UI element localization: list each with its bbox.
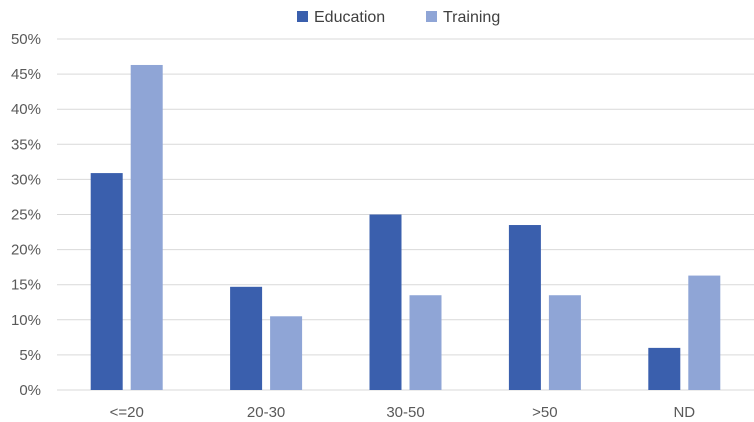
y-tick-label: 5%: [19, 347, 41, 364]
bar-education-2: [369, 214, 402, 390]
x-tick-label: <=20: [110, 404, 144, 421]
gridlines: [57, 38, 754, 391]
x-tick-label: 30-50: [386, 404, 424, 421]
y-tick-label: 45%: [11, 66, 41, 83]
bars: [90, 64, 721, 390]
legend-swatch-training: [426, 11, 437, 22]
x-tick-label: ND: [673, 404, 695, 421]
y-tick-label: 50%: [11, 31, 41, 48]
legend-label-training: Training: [443, 9, 500, 26]
x-tick-label: 20-30: [247, 404, 285, 421]
bar-education-4: [648, 347, 681, 390]
x-tick-label: >50: [532, 404, 557, 421]
y-tick-label: 30%: [11, 171, 41, 188]
bar-education-1: [230, 286, 263, 390]
legend-swatch-education: [297, 11, 308, 22]
bar-education-0: [90, 173, 123, 390]
y-axis-tick-labels: 0% 5% 10% 15% 20% 25% 30% 35% 40% 45% 50%: [11, 31, 41, 399]
y-tick-label: 40%: [11, 101, 41, 118]
bar-training-3: [548, 295, 581, 390]
y-tick-label: 15%: [11, 277, 41, 294]
bar-education-3: [508, 225, 541, 390]
y-tick-label: 0%: [19, 382, 41, 399]
bar-training-2: [409, 295, 442, 390]
x-axis-tick-labels: <=20 20-30 30-50 >50 ND: [110, 404, 696, 421]
bar-training-1: [270, 316, 303, 390]
legend: Education Training: [297, 9, 500, 26]
bar-training-0: [130, 64, 163, 390]
y-tick-label: 25%: [11, 207, 41, 224]
bar-training-4: [688, 275, 721, 390]
y-tick-label: 10%: [11, 312, 41, 329]
legend-label-education: Education: [314, 9, 385, 26]
y-tick-label: 35%: [11, 136, 41, 153]
y-tick-label: 20%: [11, 242, 41, 259]
